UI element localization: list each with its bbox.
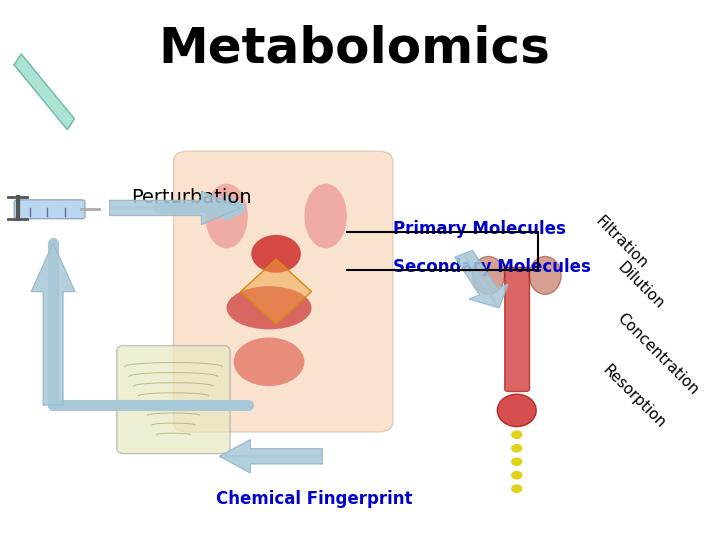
- Polygon shape: [109, 191, 240, 225]
- Text: Chemical Fingerprint: Chemical Fingerprint: [216, 490, 413, 509]
- Ellipse shape: [227, 286, 312, 329]
- Circle shape: [511, 484, 523, 493]
- Ellipse shape: [498, 394, 536, 427]
- FancyBboxPatch shape: [117, 346, 230, 454]
- Ellipse shape: [233, 338, 305, 386]
- Circle shape: [511, 430, 523, 439]
- Text: Filtration: Filtration: [593, 213, 651, 272]
- Polygon shape: [14, 54, 74, 130]
- Ellipse shape: [472, 256, 505, 294]
- Text: Primary Molecules: Primary Molecules: [393, 220, 566, 239]
- Text: Secondary Molecules: Secondary Molecules: [393, 258, 591, 276]
- Circle shape: [511, 457, 523, 466]
- Polygon shape: [455, 251, 508, 308]
- FancyBboxPatch shape: [14, 200, 85, 219]
- Ellipse shape: [529, 256, 561, 294]
- Text: Dilution: Dilution: [614, 259, 667, 312]
- Circle shape: [511, 444, 523, 453]
- Polygon shape: [220, 440, 322, 473]
- Polygon shape: [31, 243, 75, 405]
- Text: Metabolomics: Metabolomics: [158, 25, 550, 72]
- Ellipse shape: [305, 184, 347, 248]
- Text: Resorption: Resorption: [600, 362, 669, 431]
- Text: Concentration: Concentration: [614, 310, 701, 398]
- FancyBboxPatch shape: [174, 151, 393, 432]
- FancyBboxPatch shape: [505, 267, 529, 392]
- Ellipse shape: [251, 235, 301, 273]
- Text: Perturbation: Perturbation: [131, 187, 251, 207]
- Ellipse shape: [205, 184, 248, 248]
- Polygon shape: [240, 259, 312, 324]
- Circle shape: [511, 471, 523, 480]
